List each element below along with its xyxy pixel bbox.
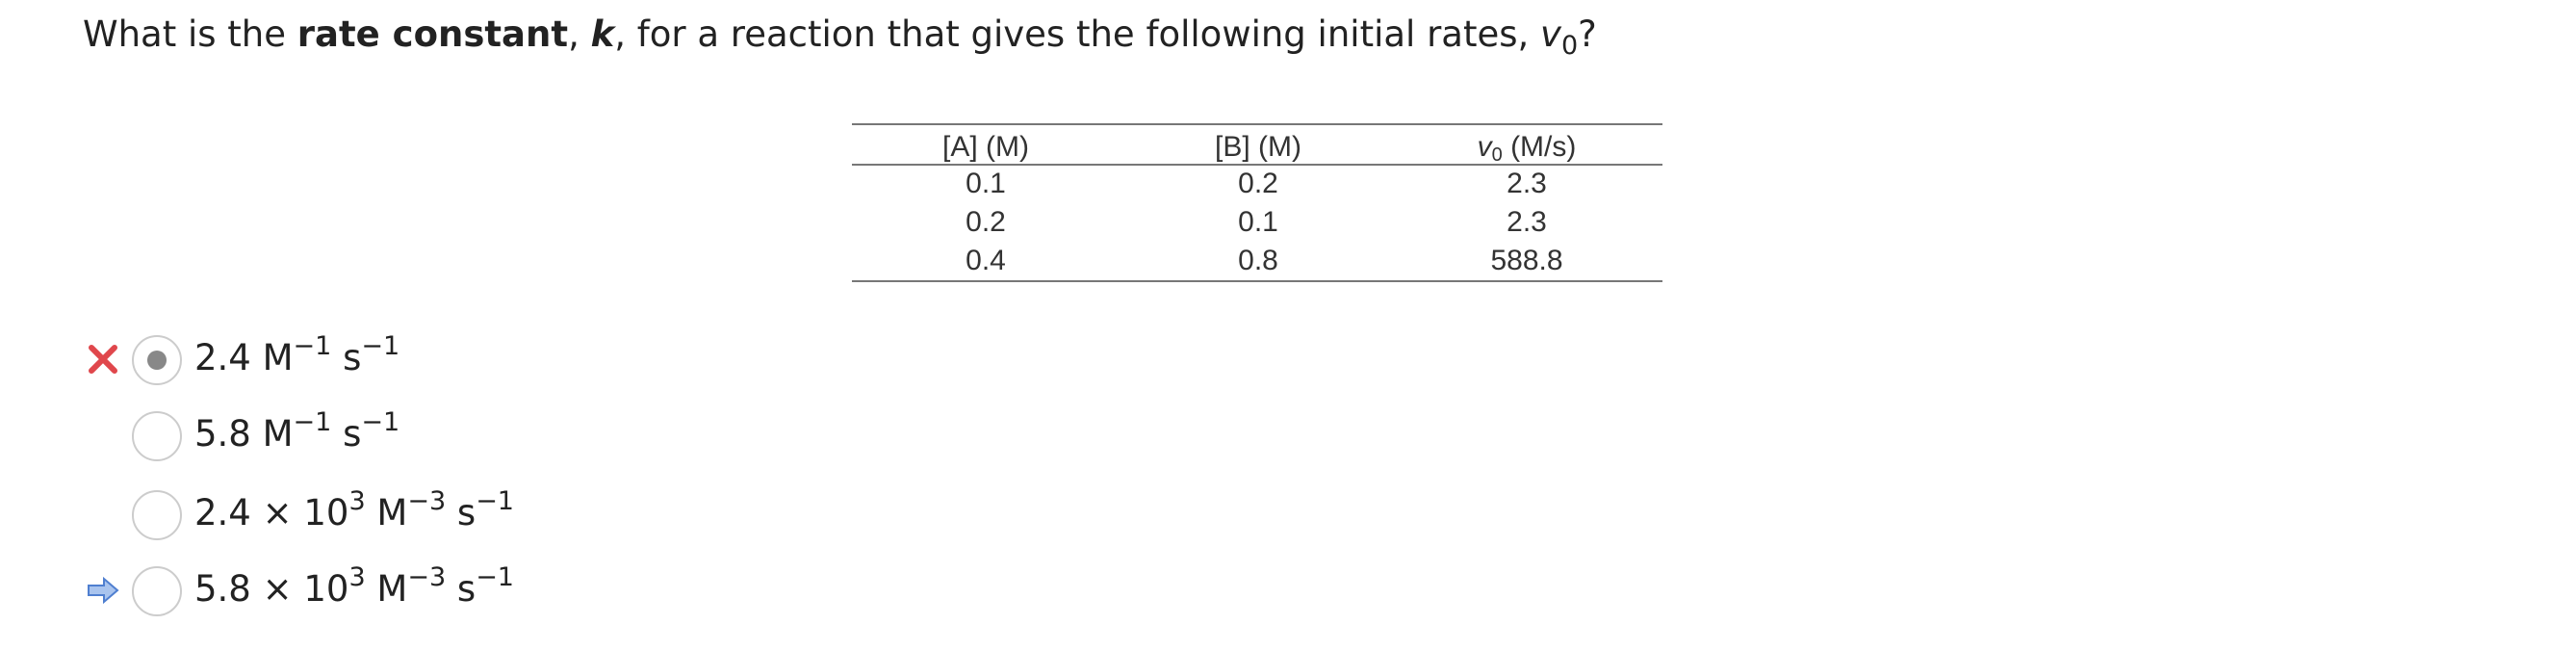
table-header: v0 (M/s): [1402, 131, 1652, 171]
question-text: ?: [1578, 13, 1597, 55]
radio-button[interactable]: [132, 566, 182, 616]
table-cell: 588.8: [1490, 245, 1563, 276]
option-sup: −3: [407, 562, 447, 592]
option-part: s: [331, 337, 362, 378]
question-bold: rate constant: [296, 13, 569, 55]
option-part: 2.4 M: [194, 337, 294, 378]
header-sub: 0: [1491, 144, 1503, 166]
table-cell: 0.1: [1238, 206, 1278, 238]
table-rule: [852, 280, 1662, 282]
option: 2.4 × 103 M−3 s−1: [0, 486, 866, 544]
option-text: 5.8 × 103 M−3 s−1: [194, 564, 514, 610]
question-sub: 0: [1560, 31, 1579, 61]
table-rule: [852, 123, 1662, 125]
option-sup: −3: [407, 486, 447, 516]
header-text: [A] (M): [942, 131, 1029, 163]
option-sup: −1: [476, 486, 514, 516]
header-v: v: [1477, 131, 1492, 163]
radio-dot: [147, 351, 167, 370]
option-text: 2.4 M−1 s−1: [194, 333, 399, 378]
table-header: [B] (M): [1133, 131, 1383, 164]
table-cell: 0.1: [966, 168, 1006, 199]
radio-button[interactable]: [132, 411, 182, 461]
option-sup: 3: [348, 562, 366, 592]
question: What is the rate constant, k, for a reac…: [83, 13, 1597, 61]
option-part: 2.4 × 10: [194, 492, 349, 534]
question-text: ,: [568, 13, 591, 55]
question-k: k: [590, 13, 615, 55]
option-part: 5.8 M: [194, 413, 294, 455]
option-sup: −1: [293, 331, 332, 361]
table-cell: 0.4: [966, 245, 1006, 276]
option-part: s: [446, 492, 477, 534]
option: 2.4 M−1 s−1: [0, 331, 866, 389]
question-text: , for a reaction that gives the followin…: [614, 13, 1541, 55]
option-part: 5.8 × 10: [194, 568, 349, 610]
table-cell: 0.2: [1238, 168, 1278, 199]
table-cell: 2.3: [1507, 168, 1547, 199]
table-cell: 0.2: [966, 206, 1006, 238]
radio-button[interactable]: [132, 490, 182, 540]
table-cell: 0.8: [1238, 245, 1278, 276]
option-sup: −1: [361, 407, 400, 437]
option-text: 5.8 M−1 s−1: [194, 409, 399, 455]
table-header: [A] (M): [861, 131, 1111, 164]
table-rule: [852, 164, 1662, 166]
option-part: s: [331, 413, 362, 455]
option-sup: −1: [293, 407, 332, 437]
radio-button[interactable]: [132, 335, 182, 385]
option-sup: −1: [476, 562, 514, 592]
option: 5.8 × 103 M−3 s−1: [0, 562, 866, 620]
header-text: (M/s): [1502, 131, 1577, 163]
option-text: 2.4 × 103 M−3 s−1: [194, 488, 514, 534]
option: 5.8 M−1 s−1: [0, 407, 866, 465]
incorrect-mark: [87, 343, 119, 376]
question-v: v: [1540, 13, 1561, 55]
option-part: M: [365, 568, 408, 610]
correct-arrow: [87, 574, 119, 607]
option-part: s: [446, 568, 477, 610]
header-text: [B] (M): [1215, 131, 1301, 163]
table-cell: 2.3: [1507, 206, 1547, 238]
option-sup: 3: [348, 486, 366, 516]
question-text: What is the: [83, 13, 297, 55]
option-part: M: [365, 492, 408, 534]
option-sup: −1: [361, 331, 400, 361]
